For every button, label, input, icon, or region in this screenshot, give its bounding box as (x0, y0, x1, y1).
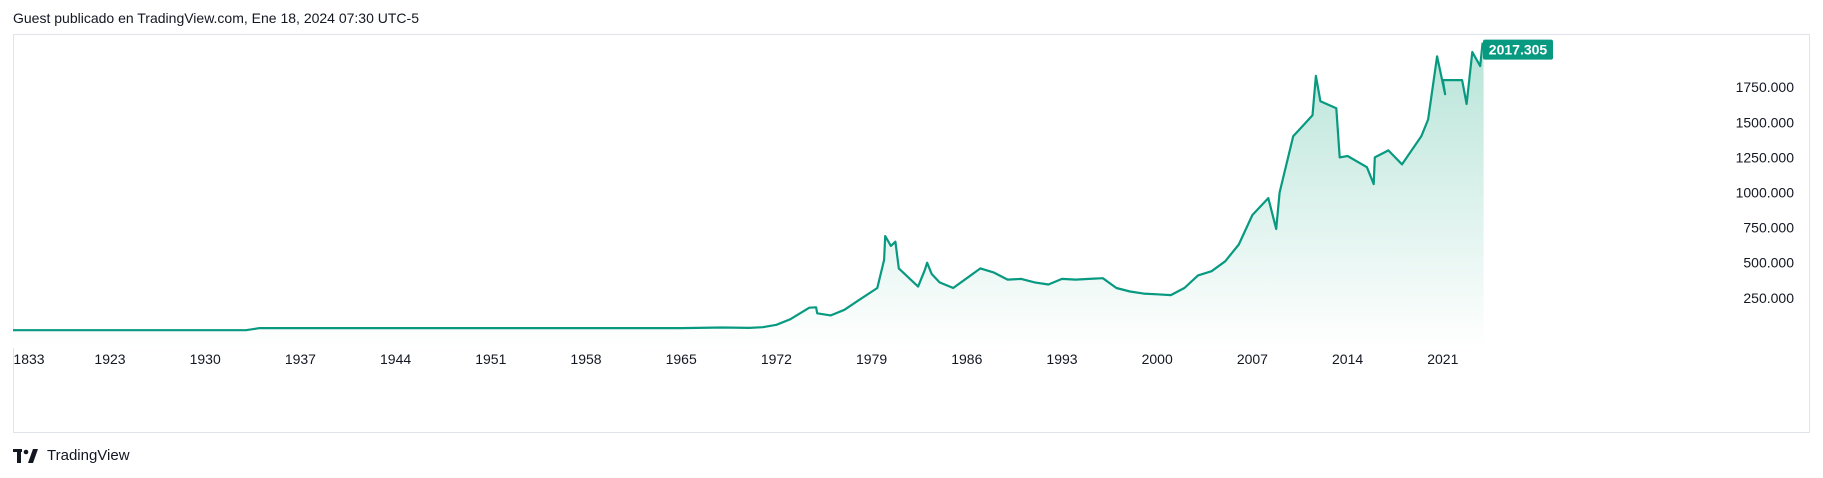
y-tick-label: 500.000 (1743, 255, 1794, 271)
footer-brand-label: TradingView (47, 447, 130, 464)
y-tick-label: 1000.000 (1736, 185, 1795, 201)
tradingview-logo-icon (13, 448, 38, 463)
x-tick-label: 1923 (94, 351, 125, 367)
y-tick-label: 250.000 (1743, 290, 1794, 306)
x-tick-label: 2000 (1142, 351, 1173, 367)
chart-frame (13, 34, 1810, 433)
x-tick-label: 1951 (475, 351, 506, 367)
price-chart[interactable]: 250.000 500.000 750.000 1000.000 1250.000 150… (13, 34, 1810, 433)
price-area (13, 43, 1484, 348)
x-tick-label: 1965 (666, 351, 697, 367)
published-info: Guest publicado en TradingView.com, Ene … (13, 10, 419, 26)
x-tick-label: 2007 (1237, 351, 1268, 367)
x-tick-label: 1833 (13, 351, 44, 367)
footer-brand[interactable]: TradingView (13, 447, 130, 464)
x-tick-label: 1944 (380, 351, 411, 367)
x-tick-label: 1972 (761, 351, 792, 367)
x-tick-label: 1993 (1046, 351, 1077, 367)
y-tick-label: 1250.000 (1736, 149, 1795, 165)
last-price-tag (1483, 39, 1553, 60)
y-tick-label: 750.000 (1743, 220, 1794, 236)
x-tick-label: 1958 (570, 351, 601, 367)
x-tick-label: 1930 (190, 351, 221, 367)
y-tick-label: 1500.000 (1736, 114, 1795, 130)
x-tick-label: 2021 (1427, 351, 1458, 367)
price-line (13, 42, 1485, 332)
x-tick-label: 1979 (856, 351, 887, 367)
x-tick-label: 2014 (1332, 351, 1363, 367)
x-tick-label: 1986 (951, 351, 982, 367)
last-price-label: 2017.305 (1489, 42, 1548, 58)
y-tick-label: 1750.000 (1736, 79, 1795, 95)
x-tick-label: 1937 (285, 351, 316, 367)
